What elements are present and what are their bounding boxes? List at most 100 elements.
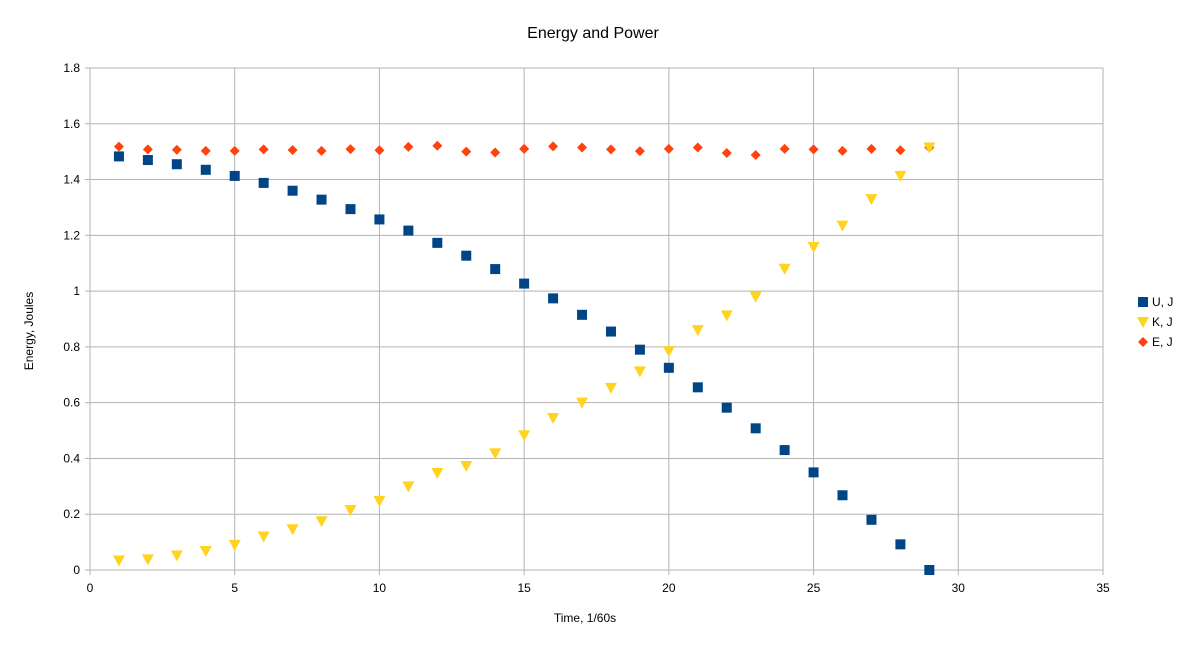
data-point (316, 194, 327, 205)
data-point (808, 467, 819, 478)
data-point (692, 382, 703, 393)
y-tick-label: 1.4 (63, 173, 80, 187)
data-point (258, 177, 269, 188)
data-point (286, 524, 299, 536)
data-point (519, 143, 530, 154)
data-point (662, 346, 675, 358)
data-point (199, 546, 212, 558)
data-point (432, 237, 443, 248)
data-point (808, 144, 819, 155)
data-point (142, 144, 153, 155)
legend-entry: U, J (1138, 295, 1173, 309)
data-point (316, 145, 327, 156)
data-point (721, 148, 732, 159)
data-point (258, 144, 269, 155)
y-tick-label: 0.2 (63, 507, 80, 521)
data-point (692, 142, 703, 153)
data-point (200, 145, 211, 156)
data-point (461, 250, 472, 261)
data-point (287, 144, 298, 155)
data-point (865, 194, 878, 206)
data-point (605, 326, 616, 337)
legend-marker (1138, 337, 1148, 347)
data-point (200, 164, 211, 175)
data-point (924, 565, 935, 575)
data-point (518, 430, 531, 442)
data-point (229, 145, 240, 156)
series-diamond (113, 140, 935, 161)
data-marks (112, 140, 936, 575)
y-axis-title: Energy, Joules (22, 292, 36, 371)
data-point (894, 170, 907, 182)
data-point (519, 278, 530, 289)
data-point (750, 150, 761, 161)
data-point (866, 143, 877, 154)
data-point (691, 325, 704, 337)
data-point (750, 423, 761, 434)
data-point (345, 144, 356, 155)
x-tick-label: 5 (231, 581, 238, 595)
data-point (634, 146, 645, 157)
data-point (895, 145, 906, 156)
data-point (228, 539, 241, 551)
data-point (315, 516, 328, 528)
data-point (721, 402, 732, 413)
data-point (547, 413, 560, 425)
x-tick-label: 35 (1096, 581, 1110, 595)
data-point (287, 185, 298, 196)
data-point (402, 481, 415, 493)
x-tick-label: 15 (517, 581, 531, 595)
data-point (431, 467, 444, 479)
data-point (113, 151, 124, 162)
data-point (432, 140, 443, 151)
data-point (374, 145, 385, 156)
data-point (633, 366, 646, 378)
x-tick-label: 0 (87, 581, 94, 595)
y-tick-label: 1.8 (63, 61, 80, 75)
data-point (403, 141, 414, 152)
data-point (577, 309, 588, 320)
data-point (836, 220, 849, 232)
legend-marker (1137, 317, 1149, 328)
data-point (113, 141, 124, 152)
data-point (460, 460, 473, 472)
chart-title: Energy and Power (527, 25, 659, 42)
x-tick-label: 30 (952, 581, 966, 595)
data-point (490, 147, 501, 158)
data-point (112, 555, 125, 567)
series-triangle-down (112, 142, 936, 567)
legend-marker (1138, 297, 1148, 307)
legend-entry: E, J (1138, 335, 1173, 349)
data-point (142, 155, 153, 166)
legend-label: E, J (1152, 335, 1173, 349)
data-point (141, 554, 154, 566)
grid (89, 67, 1104, 571)
data-point (344, 505, 357, 517)
data-point (923, 142, 936, 154)
y-tick-label: 1.6 (63, 117, 80, 131)
data-point (576, 397, 589, 409)
y-tick-label: 0.4 (63, 451, 80, 465)
data-point (663, 362, 674, 373)
data-point (634, 344, 645, 355)
data-point (171, 144, 182, 155)
data-point (837, 490, 848, 501)
x-tick-label: 20 (662, 581, 676, 595)
data-point (778, 263, 791, 275)
data-point (490, 264, 501, 275)
data-point (171, 159, 182, 170)
data-point (229, 170, 240, 181)
data-point (345, 204, 356, 215)
data-point (779, 445, 790, 456)
data-point (866, 514, 877, 525)
y-tick-label: 1 (73, 284, 80, 298)
y-tick-label: 0.6 (63, 396, 80, 410)
y-tick-label: 0.8 (63, 340, 80, 354)
data-point (749, 291, 762, 303)
data-point (663, 143, 674, 154)
data-point (489, 448, 502, 460)
x-axis-title: Time, 1/60s (554, 611, 616, 625)
axes: 0 5 10 15 20 25 30 35 0 0.2 0.4 0.6 0.8 1 1.2 1.4 1.6 1.8 (63, 61, 1110, 595)
